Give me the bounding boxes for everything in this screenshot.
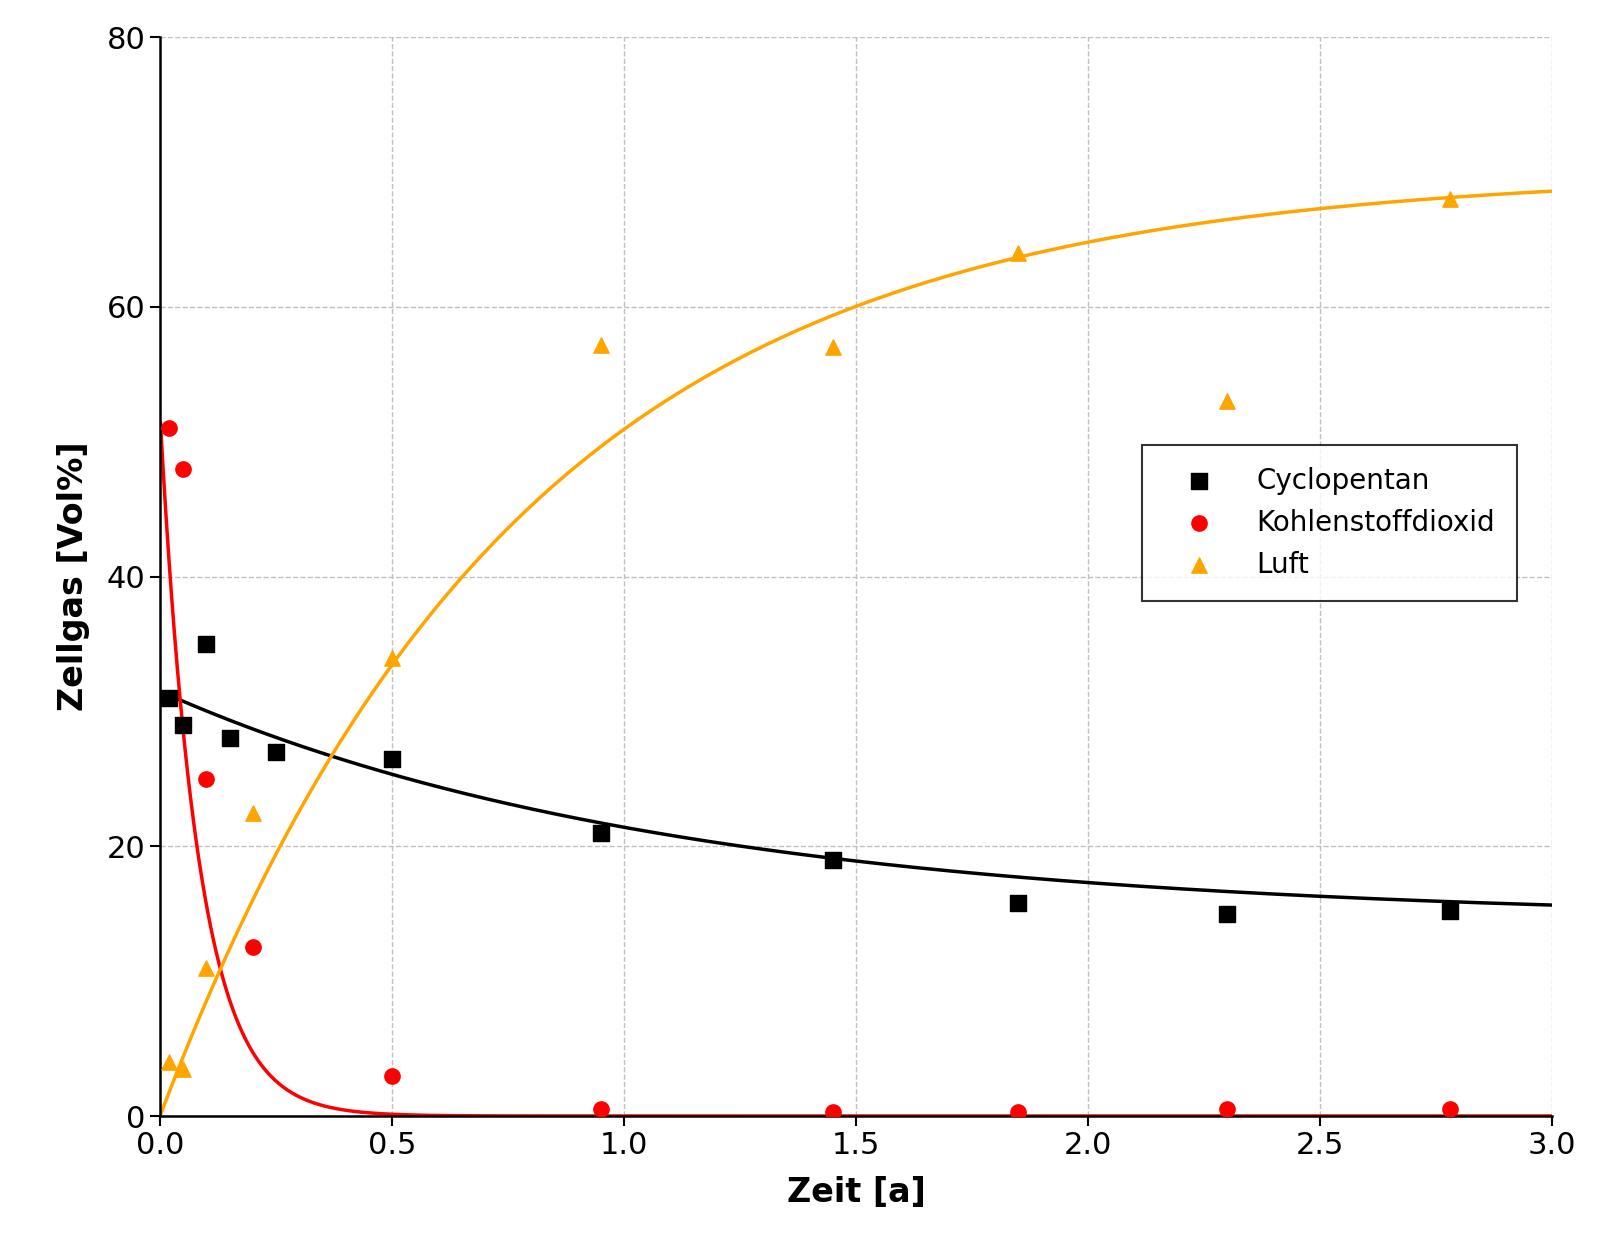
Cyclopentan [819, 849, 845, 869]
X-axis label: Zeit [a]: Zeit [a] [787, 1177, 925, 1209]
Luft [819, 337, 845, 357]
Luft [1006, 243, 1032, 263]
Kohlenstoffdioxid [379, 1065, 405, 1085]
Cyclopentan [1437, 901, 1462, 921]
Luft [1214, 392, 1240, 412]
Cyclopentan [262, 742, 290, 761]
Cyclopentan [216, 729, 243, 749]
Cyclopentan [194, 634, 219, 653]
Kohlenstoffdioxid [819, 1102, 845, 1122]
Cyclopentan [157, 688, 182, 708]
Kohlenstoffdioxid [1006, 1102, 1032, 1122]
Luft [194, 957, 219, 977]
Kohlenstoffdioxid [170, 459, 195, 479]
Cyclopentan [1214, 904, 1240, 924]
Luft [1437, 188, 1462, 208]
Cyclopentan [170, 715, 195, 735]
Luft [240, 802, 266, 822]
Luft [157, 1052, 182, 1071]
Cyclopentan [379, 749, 405, 769]
Cyclopentan [589, 823, 614, 843]
Luft [170, 1059, 195, 1079]
Kohlenstoffdioxid [1214, 1100, 1240, 1120]
Kohlenstoffdioxid [157, 418, 182, 438]
Kohlenstoffdioxid [1437, 1100, 1462, 1120]
Kohlenstoffdioxid [589, 1100, 614, 1120]
Kohlenstoffdioxid [240, 937, 266, 957]
Kohlenstoffdioxid [194, 769, 219, 789]
Cyclopentan [1006, 893, 1032, 913]
Y-axis label: Zellgas [Vol%]: Zellgas [Vol%] [58, 441, 90, 712]
Legend: Cyclopentan, Kohlenstoffdioxid, Luft: Cyclopentan, Kohlenstoffdioxid, Luft [1142, 445, 1517, 600]
Luft [379, 647, 405, 667]
Luft [589, 335, 614, 355]
